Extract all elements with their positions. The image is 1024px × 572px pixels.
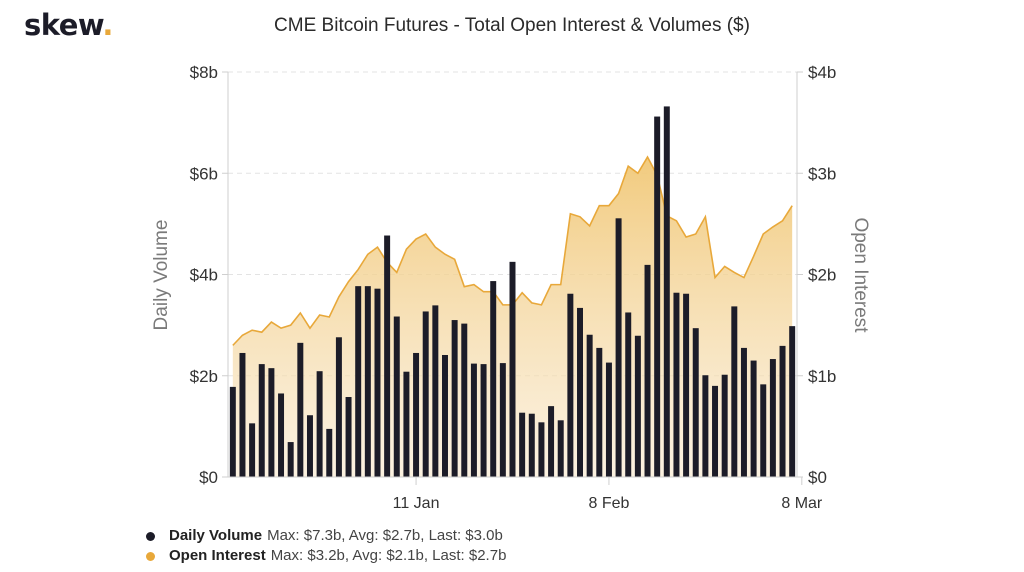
- volume-bar: [586, 334, 593, 477]
- volume-bar: [663, 106, 670, 478]
- y-axis-left-label: Daily Volume: [151, 220, 172, 331]
- volume-bar: [345, 397, 352, 477]
- volume-bar: [335, 337, 342, 477]
- volume-bar: [528, 413, 535, 477]
- volume-bar: [692, 328, 699, 477]
- volume-bar: [750, 360, 757, 477]
- volume-bar: [384, 235, 391, 477]
- chart-title: CME Bitcoin Futures - Total Open Interes…: [274, 15, 750, 36]
- volume-bar: [634, 335, 641, 477]
- volume-bar: [509, 261, 516, 477]
- volume-bar: [316, 371, 323, 477]
- volume-bar: [548, 406, 555, 477]
- volume-bar: [596, 347, 603, 477]
- volume-bar: [740, 347, 747, 477]
- volume-bar: [490, 281, 497, 477]
- x-tick-label: 8 Feb: [588, 495, 629, 512]
- volume-bar: [625, 312, 632, 477]
- y-right-tick-label: $1b: [808, 367, 836, 386]
- volume-bar: [442, 354, 448, 477]
- y-left-tick-label: $6b: [190, 164, 218, 183]
- volume-bar: [268, 368, 275, 477]
- volume-bar: [712, 385, 719, 477]
- volume-bar: [654, 116, 661, 478]
- volume-bar: [769, 359, 776, 477]
- volume-bar: [644, 264, 651, 477]
- volume-bar: [779, 345, 786, 477]
- volume-bar: [577, 307, 583, 477]
- volume-bar: [789, 326, 796, 477]
- legend: Daily Volume Max: $7.3b, Avg: $2.7b, Las…: [146, 526, 506, 566]
- volume-bar: [393, 316, 400, 477]
- volume-bar: [249, 423, 256, 477]
- y-right-tick-label: $2b: [808, 266, 836, 285]
- volume-bar: [403, 371, 410, 477]
- axes: $0 $2b $4b $6b $8b $0 $1b $2b $3b $4b 11 Jan 8 Feb 8…: [190, 63, 837, 512]
- volume-bar: [355, 286, 362, 477]
- volume-bar: [287, 442, 294, 477]
- y-axis-right-label: Open Interest: [850, 217, 871, 333]
- y-right-tick-label: $3b: [808, 164, 836, 183]
- volume-bar: [702, 375, 709, 477]
- volume-bar: [760, 384, 767, 477]
- volume-bar: [297, 342, 304, 477]
- y-right-tick-label: $0: [808, 468, 827, 487]
- volume-bar: [451, 320, 458, 477]
- y-left-tick-label: $2b: [190, 367, 218, 386]
- volume-bar: [567, 293, 574, 477]
- volume-bar: [278, 393, 285, 477]
- volume-bar: [480, 364, 487, 477]
- volume-bar: [499, 363, 506, 477]
- volume-bar: [557, 420, 564, 477]
- volume-bar: [374, 288, 381, 477]
- y-left-tick-label: $8b: [190, 63, 218, 82]
- volume-bar: [326, 428, 333, 477]
- volume-bar: [422, 311, 429, 477]
- legend-item-open-interest[interactable]: Open Interest Max: $3.2b, Avg: $2.1b, La…: [146, 546, 506, 566]
- y-right-tick-label: $4b: [808, 63, 836, 82]
- volume-bar: [538, 422, 545, 477]
- volume-bar: [239, 352, 246, 477]
- daily-volume-dot-icon: [146, 531, 155, 541]
- x-tick-label: 8 Mar: [781, 495, 823, 512]
- volume-bar: [413, 352, 420, 477]
- volume-bar: [470, 363, 477, 477]
- volume-bar: [721, 374, 728, 477]
- volume-bar: [258, 364, 265, 477]
- volume-bar: [519, 412, 526, 477]
- volume-bar: [306, 415, 313, 477]
- open-interest-dot-icon: [146, 551, 155, 561]
- y-left-tick-label: $0: [199, 468, 218, 487]
- volume-bar: [615, 218, 622, 477]
- y-left-tick-label: $4b: [190, 266, 218, 285]
- x-tick-label: 11 Jan: [393, 495, 440, 512]
- volume-bar: [432, 305, 439, 477]
- volume-bar: [461, 323, 468, 477]
- volume-bar: [229, 386, 236, 477]
- volume-bar: [605, 362, 612, 477]
- volume-bar: [731, 306, 738, 477]
- daily-volume-series: [229, 106, 796, 478]
- volume-bar: [673, 292, 680, 477]
- volume-bar: [364, 286, 371, 477]
- volume-bar: [683, 293, 690, 477]
- skew-logo: skew.: [24, 8, 113, 42]
- legend-item-daily-volume[interactable]: Daily Volume Max: $7.3b, Avg: $2.7b, Las…: [146, 526, 506, 546]
